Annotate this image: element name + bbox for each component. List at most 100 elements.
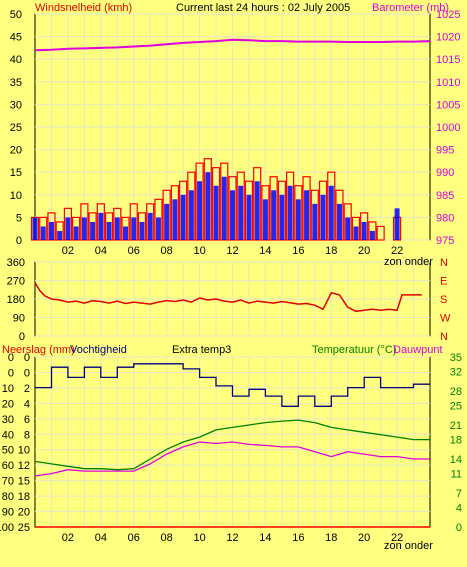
x-tick-label: 22	[391, 245, 403, 257]
y-tick-label-barometer: 1020	[436, 32, 460, 44]
humidity-line	[35, 363, 430, 407]
wind-speed-bar	[139, 221, 145, 240]
y-tick-label-wind: 5	[16, 212, 22, 224]
y-tick-label-wind: 15	[10, 167, 22, 179]
wind-speed-bar	[147, 212, 153, 240]
gust-bar	[376, 225, 385, 241]
humidity-axis-label: Vochtigheid	[70, 344, 127, 356]
wind-speed-bar	[131, 217, 137, 240]
wind-speed-bar	[353, 226, 359, 240]
dewpoint-axis-label: Dauwpunt	[393, 344, 443, 356]
humidity-temperature-panel: 0204060810121416182022100259020801870156…	[0, 352, 462, 544]
wind-speed-bar	[48, 221, 54, 240]
x-tick-label: 22	[391, 532, 403, 544]
wind-speed-bar	[230, 190, 235, 240]
wind-speed-bar	[271, 190, 277, 240]
wind-speed-bar	[164, 203, 170, 240]
wind-panel: 02 04 06 08 10 12 14 16 18 20 22051015202530354045…	[10, 9, 461, 257]
y-tick-label-humidity: 10	[2, 383, 14, 395]
y-tick-label-humidity: 50	[2, 445, 14, 457]
wind-speed-bar	[394, 208, 400, 240]
x-tick-label: 20	[358, 532, 370, 544]
y-tick-label-rain: 0	[24, 367, 30, 379]
wind-speed-bar	[180, 194, 186, 240]
y-tick-label-humidity: 0	[8, 367, 14, 379]
y-tick-label-direction: 360	[7, 257, 25, 269]
barometer-line	[34, 38, 431, 52]
y-tick-label-temperature: 7	[456, 488, 462, 500]
y-tick-label-wind: 50	[10, 9, 22, 21]
wind-speed-bar	[238, 185, 244, 240]
y-tick-label-temperature: 28	[450, 386, 462, 398]
y-tick-label-barometer: 1005	[436, 99, 460, 111]
wind-speed-bar	[369, 230, 375, 240]
dewpoint-line	[34, 441, 430, 477]
x-tick-label: 14	[259, 532, 271, 544]
y-tick-label-rain: 15	[18, 476, 30, 488]
wind-speed-bar	[254, 181, 260, 240]
wind-speed-bar	[295, 199, 301, 240]
wind-speed-bar	[345, 217, 351, 240]
chart-title: Current last 24 hours : 02 July 2005	[176, 2, 350, 14]
y-tick-label-barometer: 995	[436, 145, 454, 157]
y-tick-label-wind: 20	[10, 145, 22, 157]
x-tick-label: 04	[95, 245, 107, 257]
wind-speed-bar	[221, 176, 227, 240]
barometer-axis-label: Barometer (mb)	[372, 2, 449, 14]
wind-speed-bar	[205, 172, 211, 240]
y-tick-label-wind: 0	[16, 235, 22, 247]
y-tick-label-temperature: 35	[450, 352, 462, 364]
y-tick-label-direction: 180	[7, 294, 25, 306]
wind-speed-bar	[328, 185, 334, 240]
y-tick-label-rain: 10	[18, 445, 30, 457]
y-tick-label-barometer: 985	[436, 190, 454, 202]
wind-speed-bar	[65, 217, 71, 240]
y-tick-label-wind: 35	[10, 77, 22, 89]
y-tick-label-humidity: 70	[2, 476, 14, 488]
wind-speed-bar	[279, 194, 285, 240]
temperature-axis-label: Temperatuur (°C)	[312, 344, 396, 356]
y-tick-label-humidity: 40	[2, 429, 14, 441]
wind-speed-bar	[40, 226, 46, 240]
x-tick-label: 02	[62, 532, 74, 544]
sunset-annotation-bottom: zon onder	[384, 540, 433, 552]
y-tick-label-rain: 20	[18, 507, 30, 519]
wind-speed-bar	[90, 221, 96, 240]
y-tick-label-humidity: 60	[2, 460, 14, 472]
y-tick-label-rain: 8	[24, 429, 30, 441]
wind-speed-bar	[172, 199, 178, 240]
y-tick-label-humidity: 0	[8, 352, 14, 364]
wind-speed-bar	[73, 226, 79, 240]
y-tick-label-rain: 2	[24, 383, 30, 395]
y-tick-label-temperature: 25	[450, 401, 462, 413]
y-tick-label-wind: 40	[10, 54, 22, 66]
wind-speed-bar	[114, 217, 120, 240]
y-tick-label-rain: 18	[18, 491, 30, 503]
wind-speed-bar	[361, 221, 367, 240]
x-tick-label: 10	[193, 532, 205, 544]
y-tick-label-humidity: 80	[2, 491, 14, 503]
x-tick-label: 14	[259, 245, 271, 257]
x-tick-label: 08	[161, 245, 173, 257]
y-tick-label-humidity: 20	[2, 398, 14, 410]
x-tick-label: 18	[325, 532, 337, 544]
y-tick-label-barometer: 975	[436, 235, 454, 247]
wind-speed-bar	[57, 230, 63, 240]
y-tick-label-direction: 270	[7, 276, 25, 288]
x-tick-label: 04	[95, 532, 107, 544]
compass-label: N	[440, 257, 448, 269]
y-tick-label-wind: 25	[10, 122, 22, 134]
y-tick-label-direction: 90	[13, 313, 25, 325]
y-tick-label-temperature: 32	[450, 367, 462, 379]
temperature-line	[34, 419, 430, 471]
y-tick-label-humidity: 30	[2, 414, 14, 426]
y-tick-label-barometer: 1015	[436, 54, 460, 66]
wind-speed-bar	[336, 203, 342, 240]
compass-label: W	[440, 313, 451, 325]
y-tick-label-wind: 30	[10, 99, 22, 111]
x-tick-label: 02	[62, 245, 74, 257]
y-tick-label-barometer: 980	[436, 212, 454, 224]
x-tick-label: 06	[128, 532, 140, 544]
